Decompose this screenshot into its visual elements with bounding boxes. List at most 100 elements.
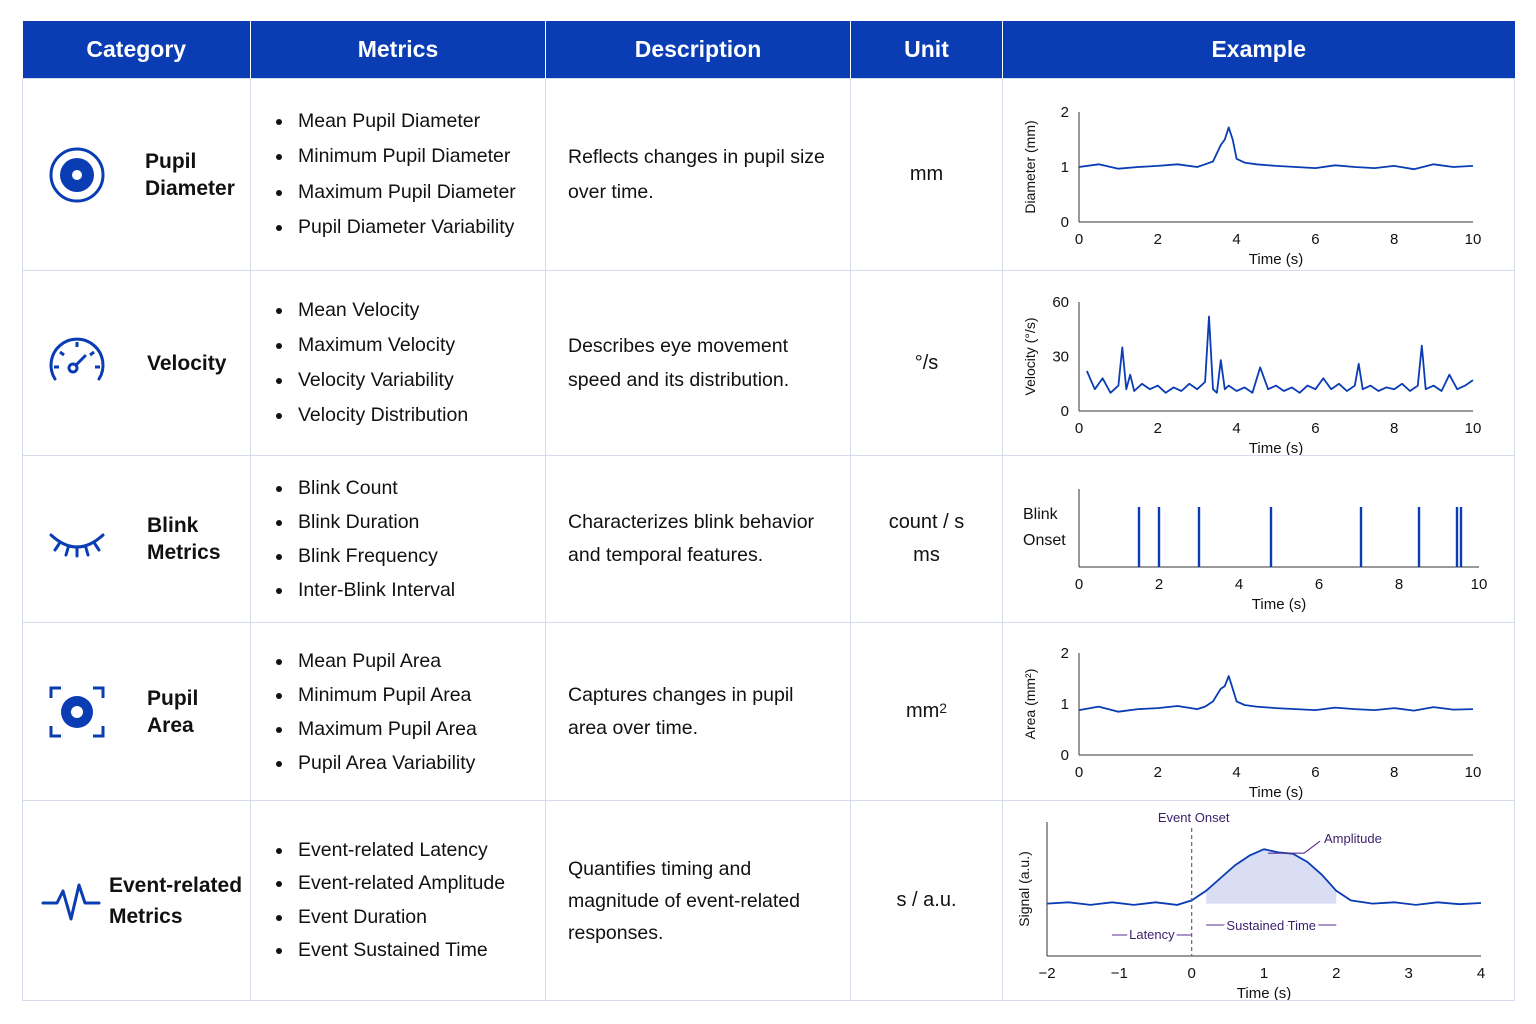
- y-tick-label: 1: [1061, 159, 1069, 176]
- description-text: Describes eye movement speed and its dis…: [568, 335, 790, 391]
- x-tick-label: 4: [1232, 420, 1240, 437]
- pupil-diameter-chart: 0 2 4 6 8 10 Time (s) 0 1 2 Diameter (mm): [1022, 104, 1482, 268]
- unit-text: mm: [909, 163, 944, 185]
- x-tick-label: 6: [1315, 576, 1323, 593]
- y-axis-label: Blink: [1023, 506, 1059, 523]
- x-tick-label: 10: [1465, 764, 1482, 781]
- sustained-label: Sustained Time: [1226, 918, 1316, 933]
- row-blink: Blink Metrics Blink Count Blink Duration…: [22, 455, 1515, 623]
- x-axis-label: Time (s): [1249, 784, 1303, 800]
- list-item: Inter-Blink Interval: [294, 573, 545, 607]
- x-tick-label: 1: [1260, 965, 1268, 982]
- unit-text: mm 2: [905, 700, 948, 722]
- row-pupil-area: Pupil Area Mean Pupil Area Minimum Pupil…: [22, 622, 1515, 801]
- speedometer-icon: [45, 331, 109, 395]
- list-item: Maximum Pupil Area: [294, 712, 545, 746]
- header-metrics: Metrics: [250, 21, 546, 79]
- y-axis-label: Diameter (mm): [1022, 120, 1038, 213]
- list-item: Blink Frequency: [294, 539, 545, 573]
- x-tick-label: 8: [1390, 231, 1398, 248]
- event-onset-label: Event Onset: [1158, 810, 1230, 825]
- blink-onset-chart: 0 2 4 6 8 10 Time (s) Blink Onset: [1023, 488, 1487, 613]
- latency-label: Latency: [1129, 927, 1175, 942]
- category-label: Blink Metrics: [147, 514, 221, 564]
- list-item: Blink Duration: [294, 505, 545, 539]
- y-tick-label: 1: [1061, 696, 1069, 713]
- category-label: Event-related Metrics: [109, 873, 243, 928]
- x-tick-label: 4: [1477, 965, 1485, 982]
- y-tick-label: 0: [1061, 214, 1069, 231]
- series-line: [1078, 126, 1474, 170]
- x-tick-label: 6: [1311, 764, 1319, 781]
- x-tick-label: 0: [1075, 764, 1083, 781]
- description-text: Characterizes blink behavior and tempora…: [568, 511, 815, 566]
- y-tick-label: 2: [1061, 645, 1069, 662]
- x-tick-label: 6: [1311, 420, 1319, 437]
- x-tick-label: 3: [1404, 965, 1412, 982]
- x-tick-label: 10: [1465, 231, 1482, 248]
- list-item: Velocity Variability: [294, 363, 545, 398]
- x-tick-label: 8: [1390, 420, 1398, 437]
- x-tick-label: 4: [1235, 576, 1243, 593]
- series-line: [1046, 847, 1482, 906]
- header-row: Category Metrics Description Unit Exampl…: [22, 21, 1515, 79]
- metrics-table: Category Metrics Description Unit Exampl…: [22, 21, 1515, 1001]
- metrics-list: Mean Pupil Area Minimum Pupil Area Maxim…: [251, 644, 545, 780]
- description-text: Reflects changes in pupil size over time…: [568, 145, 825, 203]
- list-item: Maximum Velocity: [294, 328, 545, 363]
- list-item: Event-related Amplitude: [294, 867, 545, 901]
- unit-text: count / s ms: [888, 511, 965, 566]
- y-tick-label: 0: [1061, 747, 1069, 764]
- x-tick-label: 8: [1395, 576, 1403, 593]
- metrics-list: Mean Pupil Diameter Minimum Pupil Diamet…: [251, 104, 545, 246]
- x-tick-label: 4: [1232, 764, 1240, 781]
- unit-text: °/s: [914, 351, 939, 374]
- x-axis-label: Time (s): [1249, 440, 1303, 455]
- event-related-chart: −2 −1 0 1 2 3 4 Time (s) Signal (a.u.) Event Onse…: [1016, 810, 1485, 1000]
- series-line: [1078, 674, 1474, 713]
- x-axis-label: Time (s): [1237, 985, 1291, 1000]
- x-tick-label: 0: [1187, 965, 1195, 982]
- x-axis-label: Time (s): [1249, 251, 1303, 268]
- x-tick-label: 6: [1311, 231, 1319, 248]
- x-tick-label: 4: [1232, 231, 1240, 248]
- list-item: Event Sustained Time: [294, 934, 545, 968]
- x-tick-label: 2: [1155, 576, 1163, 593]
- y-axis-label: Area (mm²): [1022, 668, 1038, 739]
- closed-eye-icon: [45, 507, 109, 571]
- y-axis-label: Onset: [1023, 532, 1066, 549]
- sustained-area: [1206, 848, 1337, 904]
- x-tick-label: 2: [1332, 965, 1340, 982]
- x-axis-label: Time (s): [1252, 596, 1306, 613]
- x-tick-label: 0: [1075, 576, 1083, 593]
- list-item: Minimum Pupil Diameter: [294, 139, 545, 175]
- list-item: Mean Velocity: [294, 293, 545, 328]
- x-tick-label: 2: [1154, 231, 1162, 248]
- amplitude-pointer: [1303, 840, 1321, 854]
- list-item: Mean Pupil Diameter: [294, 104, 545, 140]
- x-tick-label: 8: [1390, 764, 1398, 781]
- list-item: Pupil Diameter Variability: [294, 210, 545, 246]
- amplitude-label: Amplitude: [1324, 831, 1382, 846]
- category-label: Pupil Area: [147, 686, 199, 737]
- category-label: Velocity: [147, 351, 227, 375]
- focus-eye-icon: [45, 680, 109, 744]
- x-tick-label: 0: [1075, 231, 1083, 248]
- metrics-list: Blink Count Blink Duration Blink Frequen…: [251, 471, 545, 607]
- waveform-icon: [41, 869, 105, 933]
- y-tick-label: 0: [1061, 403, 1069, 420]
- row-pupil-diameter: Pupil Diameter Mean Pupil Diameter Minim…: [22, 78, 1515, 271]
- category-label: Pupil Diameter: [145, 149, 235, 200]
- row-event-related: Event-related Metrics Event-related Late…: [22, 800, 1515, 1001]
- pupil-area-chart: 0 2 4 6 8 10 Time (s) 0 1 2 Area (mm²): [1022, 645, 1482, 800]
- x-tick-label: −1: [1111, 965, 1128, 982]
- metrics-list: Mean Velocity Maximum Velocity Velocity …: [251, 293, 545, 433]
- x-tick-label: 2: [1154, 420, 1162, 437]
- y-axis-label: Signal (a.u.): [1016, 851, 1032, 926]
- header-description: Description: [545, 21, 851, 79]
- row-velocity: Velocity Mean Velocity Maximum Velocity …: [22, 270, 1515, 456]
- target-eye-icon: [47, 143, 111, 207]
- y-axis-label: Velocity (°/s): [1022, 317, 1038, 395]
- x-tick-label: 0: [1075, 420, 1083, 437]
- unit-text: s / a.u.: [896, 889, 957, 911]
